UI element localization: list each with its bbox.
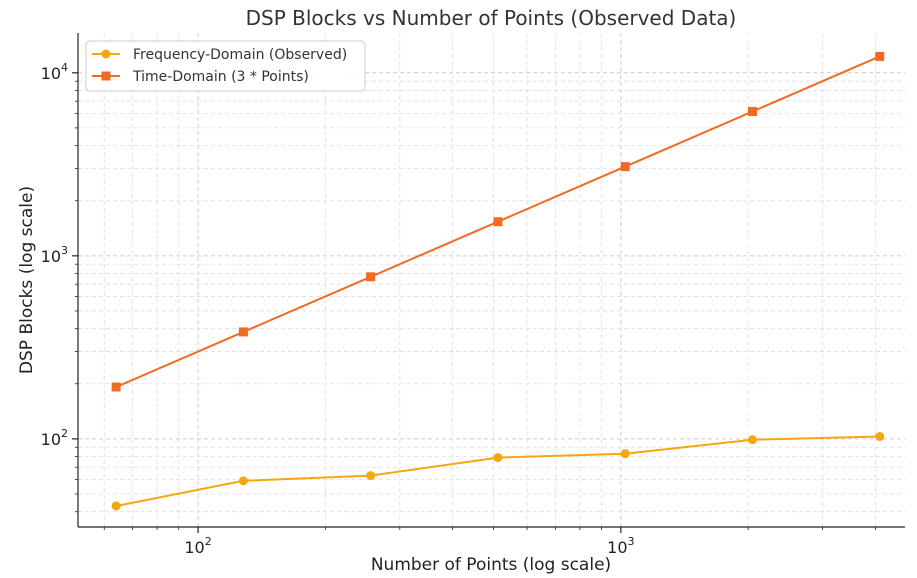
data-point (366, 272, 376, 282)
grid (78, 33, 905, 527)
x-ticks: 102 103 (103, 527, 876, 557)
data-point (238, 476, 248, 486)
series-0 (111, 432, 885, 511)
data-point (366, 471, 376, 481)
data-point (111, 501, 121, 511)
data-point (875, 51, 885, 61)
x-tick-label: 103 (607, 535, 634, 557)
series-layer (111, 51, 885, 511)
y-ticks: 102 103 104 (41, 61, 78, 513)
y-tick-label: 103 (41, 244, 68, 266)
legend-label-time: Time-Domain (3 * Points) (132, 69, 309, 85)
data-point (111, 382, 121, 392)
x-axis-label: Number of Points (log scale) (371, 555, 611, 575)
data-point (875, 432, 885, 442)
y-tick-label: 102 (41, 427, 68, 449)
legend-marker-time (101, 71, 111, 81)
y-axis-label: DSP Blocks (log scale) (17, 186, 37, 374)
data-point (620, 162, 630, 172)
data-point (747, 435, 757, 445)
data-point (238, 327, 248, 337)
data-point (620, 449, 630, 459)
legend: Frequency-Domain (Observed) Time-Domain … (85, 40, 366, 92)
data-point (493, 217, 503, 227)
x-tick-label: 102 (184, 535, 211, 557)
series-1 (111, 51, 885, 392)
data-point (747, 107, 757, 117)
chart-title: DSP Blocks vs Number of Points (Observed… (246, 6, 737, 30)
legend-marker-frequency (101, 49, 111, 59)
y-tick-label: 104 (41, 61, 68, 83)
legend-label-frequency: Frequency-Domain (Observed) (133, 47, 347, 63)
data-point (493, 453, 503, 463)
legend-frame (85, 40, 366, 92)
